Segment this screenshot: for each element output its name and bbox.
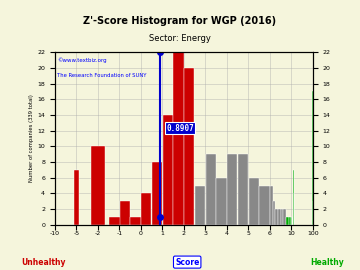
Text: ©www.textbiz.org: ©www.textbiz.org <box>58 57 107 63</box>
Bar <box>249 178 259 225</box>
Bar <box>227 154 237 225</box>
Bar <box>163 115 173 225</box>
Y-axis label: Number of companies (339 total): Number of companies (339 total) <box>30 94 35 183</box>
Bar <box>275 209 278 225</box>
Bar <box>130 217 141 225</box>
Text: Unhealthy: Unhealthy <box>21 258 66 266</box>
Bar <box>174 52 184 225</box>
Bar <box>74 170 79 225</box>
Bar <box>195 185 205 225</box>
Text: 0.8907: 0.8907 <box>166 124 194 133</box>
Text: Score: Score <box>175 258 199 266</box>
Bar <box>238 154 248 225</box>
Bar <box>270 185 273 225</box>
Bar <box>273 201 275 225</box>
Bar <box>278 209 280 225</box>
Text: Z'-Score Histogram for WGP (2016): Z'-Score Histogram for WGP (2016) <box>84 16 276 26</box>
Text: Healthy: Healthy <box>311 258 345 266</box>
Bar <box>109 217 130 225</box>
Bar <box>286 217 289 225</box>
Bar <box>206 154 216 225</box>
Bar <box>184 68 194 225</box>
Bar <box>141 193 151 225</box>
Bar <box>260 185 270 225</box>
Bar <box>91 146 105 225</box>
Text: Sector: Energy: Sector: Energy <box>149 34 211 43</box>
Bar <box>281 209 283 225</box>
Bar <box>152 162 162 225</box>
Text: The Research Foundation of SUNY: The Research Foundation of SUNY <box>58 73 147 78</box>
Bar <box>289 217 291 225</box>
Bar <box>312 91 313 225</box>
Bar <box>216 178 226 225</box>
Bar <box>283 209 286 225</box>
Bar <box>120 201 130 225</box>
Bar <box>293 170 294 225</box>
